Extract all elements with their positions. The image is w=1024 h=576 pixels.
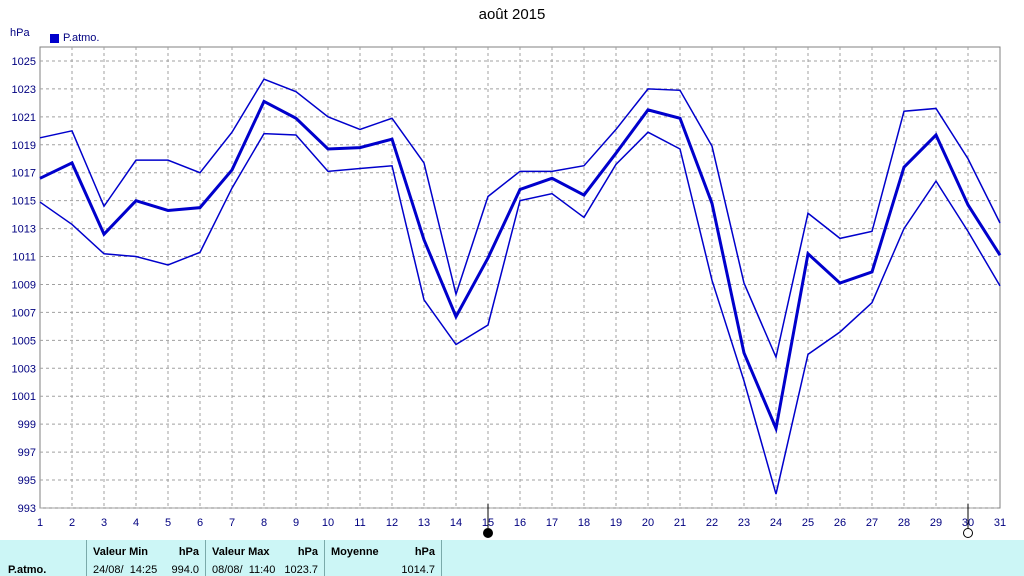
x-tick-label: 24 — [770, 517, 782, 529]
x-tick-label: 17 — [546, 517, 558, 529]
x-tick-label: 29 — [930, 517, 942, 529]
legend: P.atmo. — [50, 32, 100, 44]
legend-label: P.atmo. — [63, 32, 100, 44]
x-tick-label: 9 — [293, 517, 299, 529]
x-tick-label: 22 — [706, 517, 718, 529]
y-tick-label: 1001 — [12, 391, 36, 403]
y-tick-label: 1025 — [12, 56, 36, 68]
y-tick-label: 1015 — [12, 196, 36, 208]
stats-max-col: Valeur Max hPa 08/08/ 11:40 1023.7 — [206, 540, 325, 576]
x-tick-label: 6 — [197, 517, 203, 529]
x-tick-label: 5 — [165, 517, 171, 529]
max-value: 1023.7 — [284, 564, 318, 576]
legend-swatch — [50, 33, 59, 43]
x-tick-label: 7 — [229, 517, 235, 529]
y-tick-label: 993 — [18, 503, 36, 515]
y-tick-label: 997 — [18, 447, 36, 459]
series-lines — [39, 78, 1002, 495]
x-tick-label: 3 — [101, 517, 107, 529]
chart-title: août 2015 — [478, 6, 546, 23]
x-tick-label: 25 — [802, 517, 814, 529]
x-tick-label: 12 — [386, 517, 398, 529]
x-tick-label: 2 — [69, 517, 75, 529]
x-tick-label: 13 — [418, 517, 430, 529]
min-unit: hPa — [178, 546, 199, 558]
y-tick-label: 999 — [18, 419, 36, 431]
y-tick-label: 1009 — [12, 279, 36, 291]
max-date: 08/08/ 11:40 — [212, 564, 276, 576]
y-tick-label: 1011 — [12, 252, 36, 264]
y-tick-label: 1013 — [12, 224, 36, 236]
full-moon-icon — [963, 528, 973, 538]
x-tick-label: 23 — [738, 517, 750, 529]
y-axis: 993 995 997 999 1001 1003 1005 1007 1009 1011 1013… — [12, 56, 36, 515]
x-tick-label: 10 — [322, 517, 334, 529]
x-tick-label: 8 — [261, 517, 267, 529]
series-line-min — [39, 131, 1001, 495]
x-tick-label: 11 — [354, 517, 365, 529]
y-tick-label: 1023 — [12, 84, 36, 96]
x-tick-label: 18 — [578, 517, 590, 529]
mean-value: 1014.7 — [401, 564, 435, 576]
y-tick-label: 1021 — [12, 112, 36, 124]
min-header: Valeur Min — [93, 546, 149, 558]
min-value: 994.0 — [171, 564, 199, 576]
x-tick-label: 16 — [514, 517, 526, 529]
series-line-max — [39, 78, 1001, 360]
x-tick-label: 27 — [866, 517, 878, 529]
y-tick-label: 1019 — [12, 140, 36, 152]
new-moon-icon — [483, 528, 493, 538]
stats-panel: P.atmo. Valeur Min hPa 24/08/ 14:25 994.… — [0, 540, 1024, 576]
x-tick-label: 28 — [898, 517, 910, 529]
y-axis-unit: hPa — [10, 27, 30, 39]
x-tick-label: 20 — [642, 517, 654, 529]
stats-row-label-col: P.atmo. — [0, 540, 87, 576]
mean-header: Moyenne — [331, 546, 379, 558]
x-tick-label: 31 — [994, 517, 1006, 529]
max-unit: hPa — [297, 546, 318, 558]
grid — [40, 47, 1000, 509]
y-tick-label: 1007 — [12, 307, 36, 319]
y-tick-label: 995 — [18, 475, 36, 487]
y-tick-label: 1017 — [12, 168, 36, 180]
max-header: Valeur Max — [212, 546, 270, 558]
stats-mean-col: Moyenne hPa 1014.7 — [325, 540, 442, 576]
stats-row-label: P.atmo. — [8, 564, 47, 576]
mean-unit: hPa — [414, 546, 435, 558]
x-axis: 1 2 3 4 5 6 7 8 9 10 11 12 13 14 15 16 17 18 19 20 21 22 23 24 2… — [37, 517, 1006, 529]
x-tick-label: 19 — [610, 517, 622, 529]
min-date: 24/08/ 14:25 — [93, 564, 158, 576]
stats-min-col: Valeur Min hPa 24/08/ 14:25 994.0 — [87, 540, 206, 576]
x-tick-label: 4 — [133, 517, 139, 529]
x-tick-label: 21 — [674, 517, 686, 529]
x-tick-label: 1 — [37, 517, 43, 529]
y-tick-label: 1003 — [12, 363, 36, 375]
x-tick-label: 26 — [834, 517, 846, 529]
series-line-mean — [39, 99, 1002, 434]
moon-phase-markers — [483, 504, 973, 538]
y-tick-label: 1005 — [12, 335, 36, 347]
pressure-chart: 9939959979991001100310051007100910111013… — [12, 46, 1006, 538]
x-tick-label: 14 — [450, 517, 462, 529]
